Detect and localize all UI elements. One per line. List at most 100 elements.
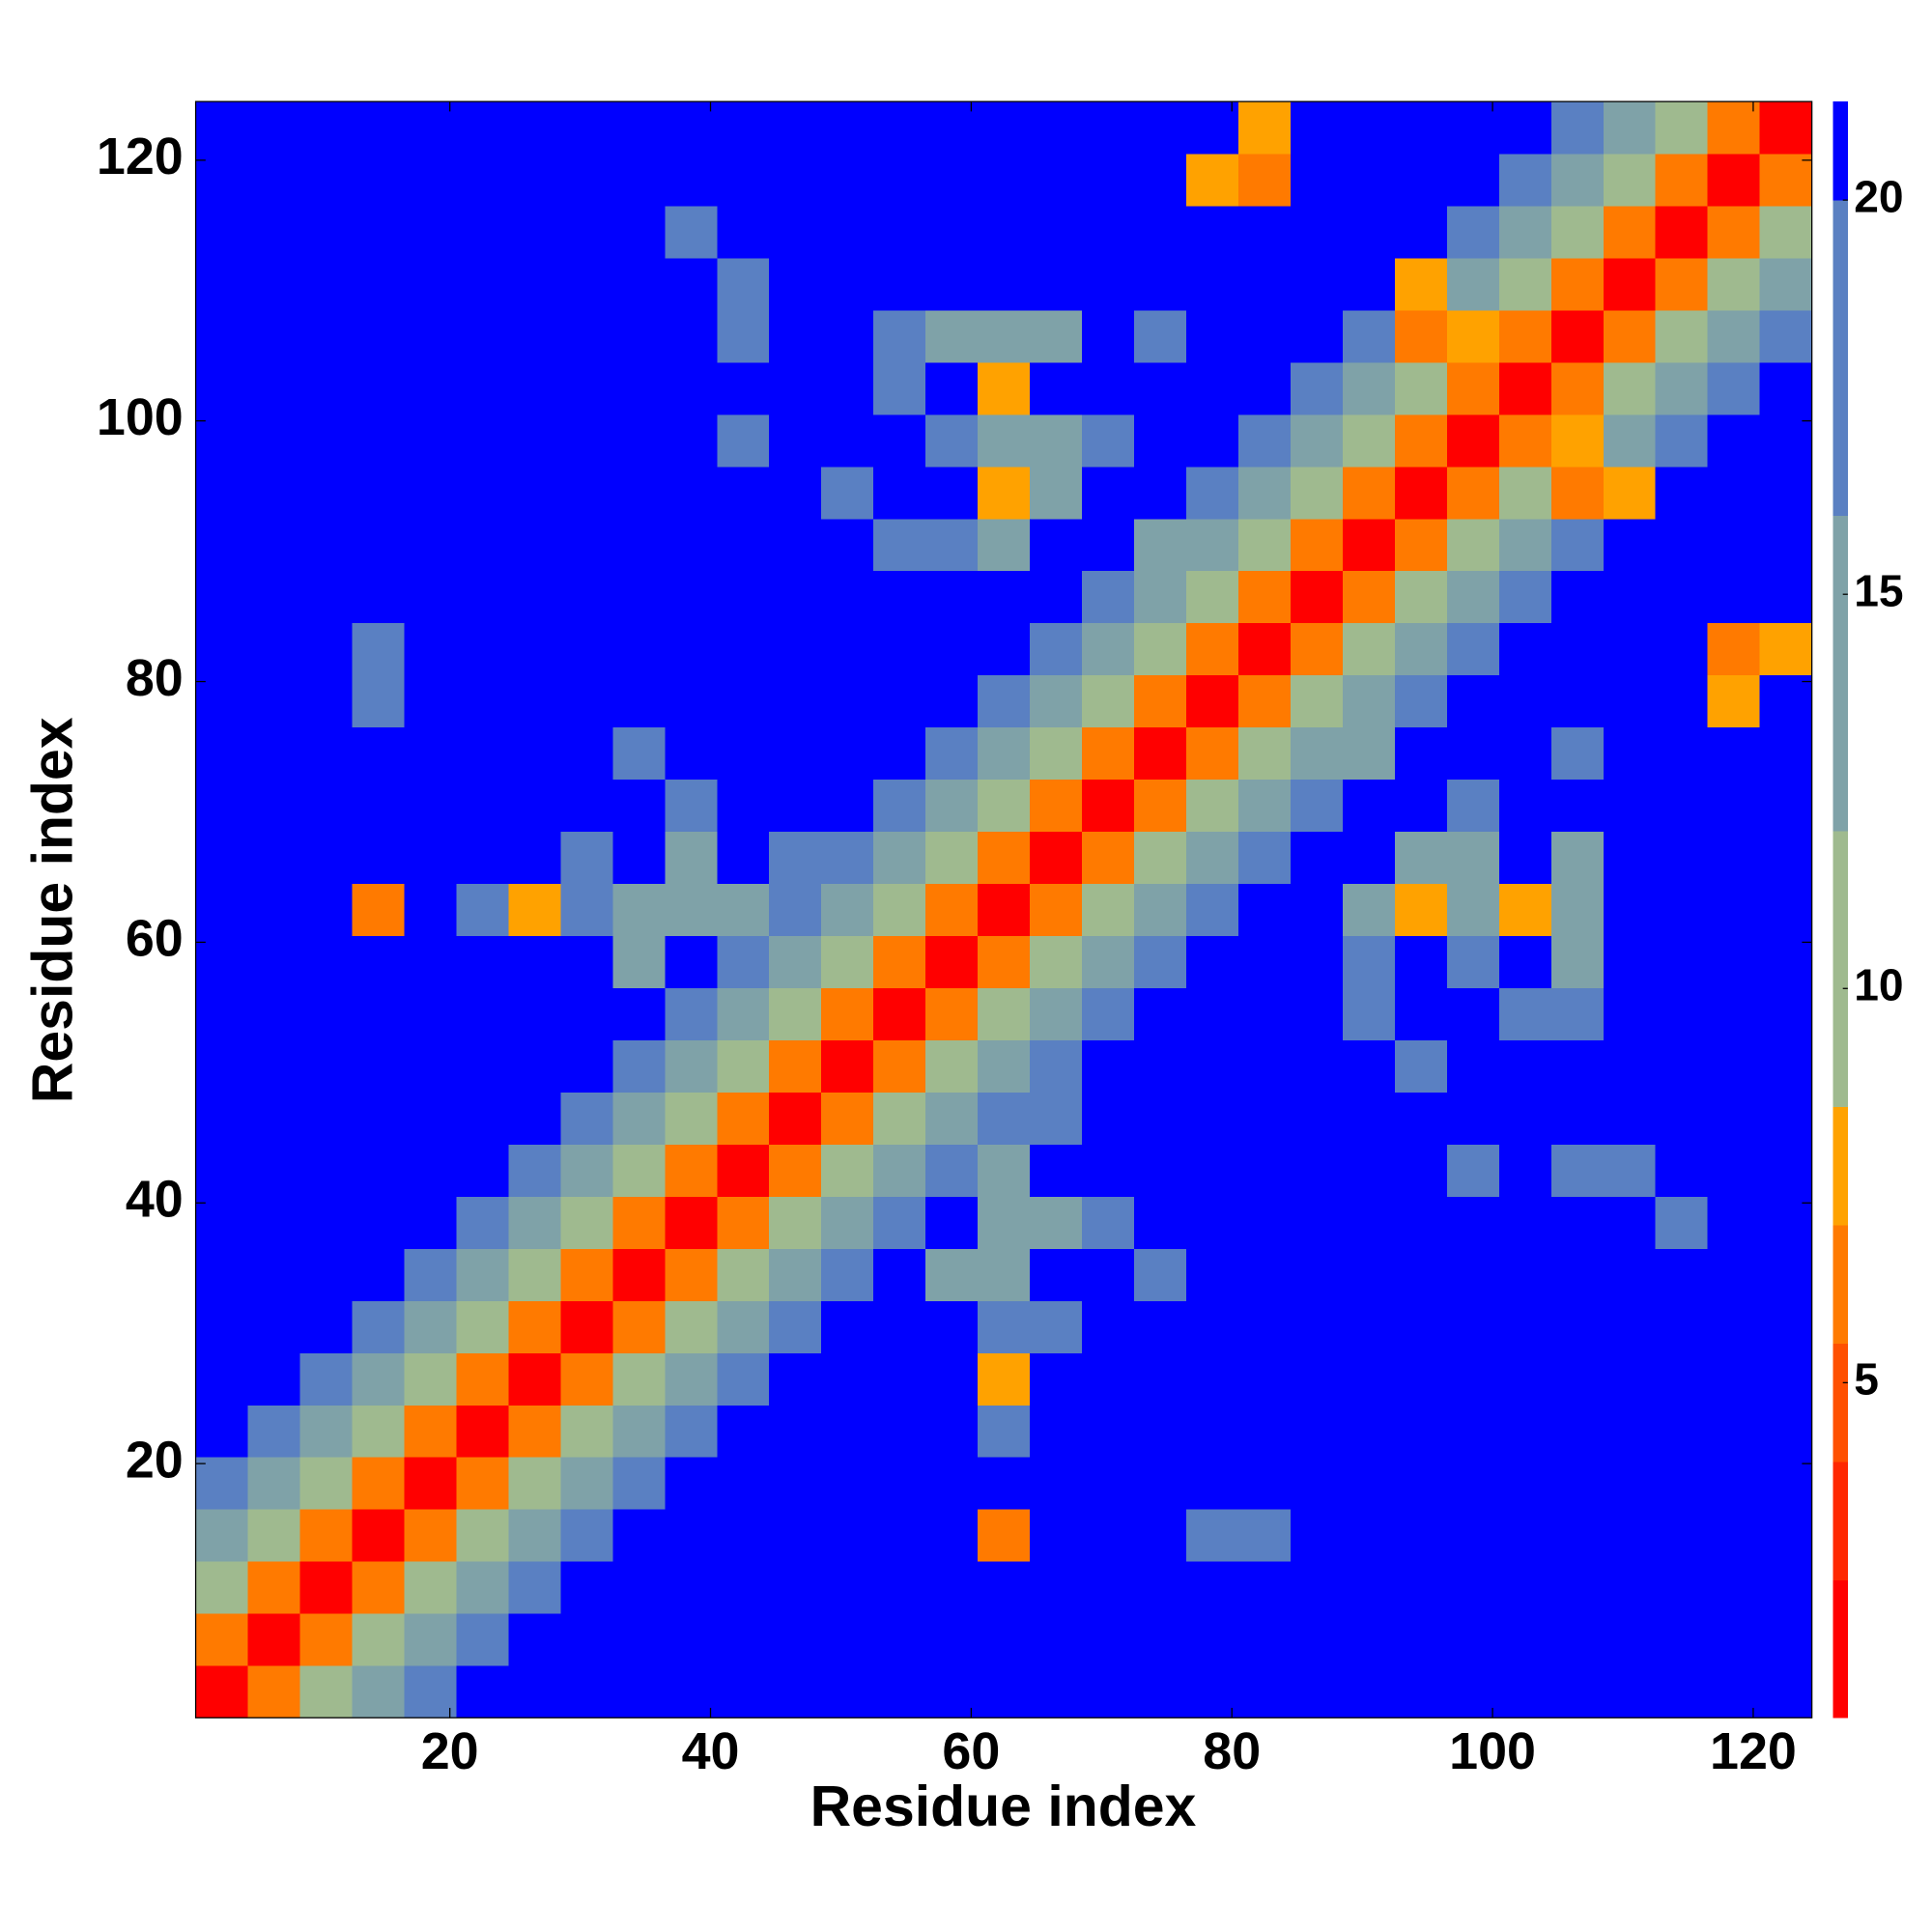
heatmap-cell xyxy=(1707,883,1761,937)
heatmap-cell xyxy=(665,1613,718,1666)
heatmap-cell xyxy=(925,674,979,728)
heatmap-cell xyxy=(873,1561,926,1614)
heatmap-cell xyxy=(769,674,822,728)
heatmap-cell xyxy=(352,1457,405,1510)
heatmap-cell xyxy=(873,987,926,1040)
heatmap-cell xyxy=(1290,779,1344,833)
heatmap-cell xyxy=(1030,570,1083,624)
heatmap-cell xyxy=(1134,570,1187,624)
heatmap-cell xyxy=(1134,1144,1187,1197)
heatmap-cell xyxy=(1134,1196,1187,1249)
heatmap-cell xyxy=(1290,726,1344,781)
heatmap-cell xyxy=(665,154,718,207)
heatmap-cell xyxy=(456,831,509,885)
heatmap-cell xyxy=(1030,1561,1083,1614)
heatmap-cell xyxy=(873,310,926,363)
heatmap-cell xyxy=(1290,310,1344,363)
heatmap-cell xyxy=(873,1509,926,1562)
heatmap-cell xyxy=(612,831,666,885)
heatmap-cell xyxy=(456,883,509,937)
heatmap-cell xyxy=(769,1144,822,1197)
heatmap-cell xyxy=(1759,935,1813,989)
heatmap-cell xyxy=(769,1457,822,1510)
heatmap-cell xyxy=(1394,1457,1448,1510)
heatmap-cell xyxy=(1446,518,1500,572)
heatmap-cell xyxy=(821,1561,874,1614)
heatmap-cell xyxy=(1185,1092,1239,1145)
heatmap-cell xyxy=(821,674,874,728)
colorbar-segment xyxy=(1833,515,1848,832)
heatmap-cell xyxy=(925,726,979,781)
heatmap-cell xyxy=(560,101,613,155)
heatmap-cell xyxy=(1394,883,1448,937)
heatmap-cell xyxy=(1237,1092,1292,1145)
heatmap-cell xyxy=(404,1092,457,1145)
heatmap-cell xyxy=(612,935,666,989)
heatmap-cell xyxy=(1603,310,1657,363)
heatmap-cell xyxy=(1446,1561,1500,1614)
y-tick-label: 40 xyxy=(126,1170,184,1228)
x-tick-label: 40 xyxy=(682,1722,740,1780)
heatmap-cell xyxy=(873,1405,926,1458)
heatmap-cell xyxy=(1185,1144,1239,1197)
heatmap-cell xyxy=(717,831,770,885)
heatmap-cell xyxy=(1237,831,1292,885)
heatmap-cell xyxy=(1342,779,1396,833)
heatmap-cell xyxy=(769,831,822,885)
heatmap-cell xyxy=(769,1248,822,1301)
heatmap-cell xyxy=(508,154,561,207)
heatmap-cell xyxy=(299,1039,353,1093)
heatmap-cell xyxy=(247,1352,300,1406)
heatmap-cell xyxy=(1655,1405,1709,1458)
heatmap-cell xyxy=(873,258,926,311)
heatmap-cell xyxy=(508,466,561,520)
heatmap-cell xyxy=(1550,310,1605,363)
heatmap-cell xyxy=(1498,1665,1552,1719)
y-tick-label: 20 xyxy=(126,1431,184,1489)
heatmap-cell xyxy=(925,1144,979,1197)
heatmap-cell xyxy=(821,987,874,1040)
heatmap-cell xyxy=(456,1457,509,1510)
heatmap-cell xyxy=(1603,518,1657,572)
heatmap-cell xyxy=(1707,779,1761,833)
heatmap-cell xyxy=(1446,987,1500,1040)
heatmap-cell xyxy=(978,622,1031,676)
heatmap-cell xyxy=(925,883,979,937)
heatmap-cell xyxy=(1082,258,1135,311)
heatmap-cell xyxy=(1394,310,1448,363)
heatmap-cell xyxy=(717,310,770,363)
heatmap-cell xyxy=(1290,935,1344,989)
heatmap-cell xyxy=(1603,1248,1657,1301)
heatmap-cell xyxy=(1655,1196,1709,1249)
heatmap-cell xyxy=(1707,987,1761,1040)
heatmap-cell xyxy=(404,1196,457,1249)
heatmap-cell xyxy=(821,1665,874,1719)
heatmap-cell xyxy=(195,1144,248,1197)
heatmap-cell xyxy=(1603,258,1657,311)
colorbar-segment xyxy=(1833,200,1848,516)
heatmap-cell xyxy=(1237,413,1292,468)
heatmap-cell xyxy=(1707,1613,1761,1666)
heatmap-cell xyxy=(1134,935,1187,989)
heatmap-cell xyxy=(1082,726,1135,781)
heatmap-cell xyxy=(769,361,822,415)
y-tick-label: 100 xyxy=(97,388,184,446)
heatmap-cell xyxy=(1237,779,1292,833)
heatmap-cell xyxy=(1030,1248,1083,1301)
heatmap-cell xyxy=(1290,101,1344,155)
heatmap-cell xyxy=(1759,987,1813,1040)
heatmap-cell xyxy=(404,1509,457,1562)
heatmap-cell xyxy=(925,206,979,259)
heatmap-cell xyxy=(247,413,300,468)
heatmap-cell xyxy=(1030,206,1083,259)
heatmap-cell xyxy=(1550,1613,1605,1666)
heatmap-cell xyxy=(456,1196,509,1249)
heatmap-cell xyxy=(1290,1248,1344,1301)
heatmap-cell xyxy=(821,206,874,259)
heatmap-cell xyxy=(1446,622,1500,676)
heatmap-cell xyxy=(1707,154,1761,207)
x-tick-label: 120 xyxy=(1710,1722,1797,1780)
heatmap-cell xyxy=(508,1457,561,1510)
heatmap-cell xyxy=(352,154,405,207)
heatmap-cell xyxy=(1134,413,1187,468)
